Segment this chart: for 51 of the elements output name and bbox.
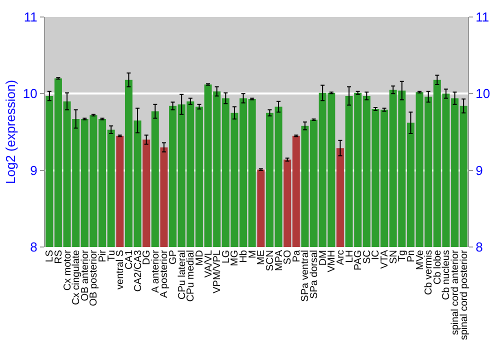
y-tick-label: 9 [30, 162, 38, 178]
x-tick-label: PAG [353, 250, 364, 270]
x-tick-label: CPu medial [186, 250, 197, 302]
x-tick-label: Arc [335, 250, 346, 265]
x-tick-label: VTA [380, 250, 391, 269]
x-tick-label: LG [220, 250, 232, 264]
x-tick-label: A anterior [150, 249, 162, 293]
x-tick-label: Cb lobe [432, 250, 444, 284]
x-tick-label: MPA [274, 250, 285, 271]
x-tick-label: CA2/CA3 [132, 250, 144, 292]
x-tick-label: spinal cord anterior [450, 249, 462, 336]
x-tick-label: OB anterior [80, 249, 91, 302]
x-tick-label: IC [370, 250, 382, 260]
x-tick-label: GP [168, 250, 180, 264]
x-tick-label: Hb [238, 250, 250, 263]
y-axis-title: Log2 (expression) [2, 80, 18, 184]
x-tick-label: Tu [106, 250, 118, 262]
x-tick-label: SO [282, 250, 294, 264]
x-tick-label: Cb nucleus [441, 250, 452, 300]
x-tick-label: SPa dorsal [309, 250, 320, 299]
x-tick-label: MD [194, 250, 206, 266]
x-tick-label: DM [318, 250, 329, 266]
x-tick-label: MVe [414, 250, 426, 270]
y2-tick-label: 9 [476, 162, 483, 178]
y2-tick-label: 8 [476, 240, 483, 255]
x-tick-label: Pir [98, 249, 109, 262]
y-tick-label: 10 [22, 86, 38, 102]
x-tick-label: SCN [264, 250, 276, 272]
y2-tick-label: 11 [476, 10, 490, 25]
x-tick-label: VMH [326, 250, 338, 272]
x-tick-label: Pa [291, 250, 302, 262]
x-tick-label: ventral S [115, 250, 126, 290]
x-tick-label: CA1 [124, 250, 135, 270]
x-tick-label: OB posterior [88, 249, 100, 306]
y2-tick-label: 10 [476, 86, 490, 102]
x-tick-label: VPM/VPL [212, 250, 224, 294]
x-tick-label: DG [142, 250, 153, 265]
y-tick-label: 11 [24, 10, 38, 25]
x-tick-label: SN [388, 250, 400, 264]
y-tick-label: 8 [30, 240, 38, 255]
x-tick-label: LH [344, 250, 356, 263]
x-tick-label: spinal cord posterior [458, 249, 470, 340]
x-tick-label: ME [256, 250, 268, 265]
x-tick-label: LS [44, 250, 56, 262]
x-tick-label: Cx cingulate [71, 250, 82, 306]
x-tick-label: RS [53, 250, 64, 264]
x-tick-label: Pn [406, 250, 417, 262]
x-tick-label: M [247, 250, 258, 258]
x-tick-label: Tg [397, 250, 408, 262]
x-tick-label: SC [362, 250, 373, 264]
x-tick-label: A posterior [159, 249, 170, 298]
